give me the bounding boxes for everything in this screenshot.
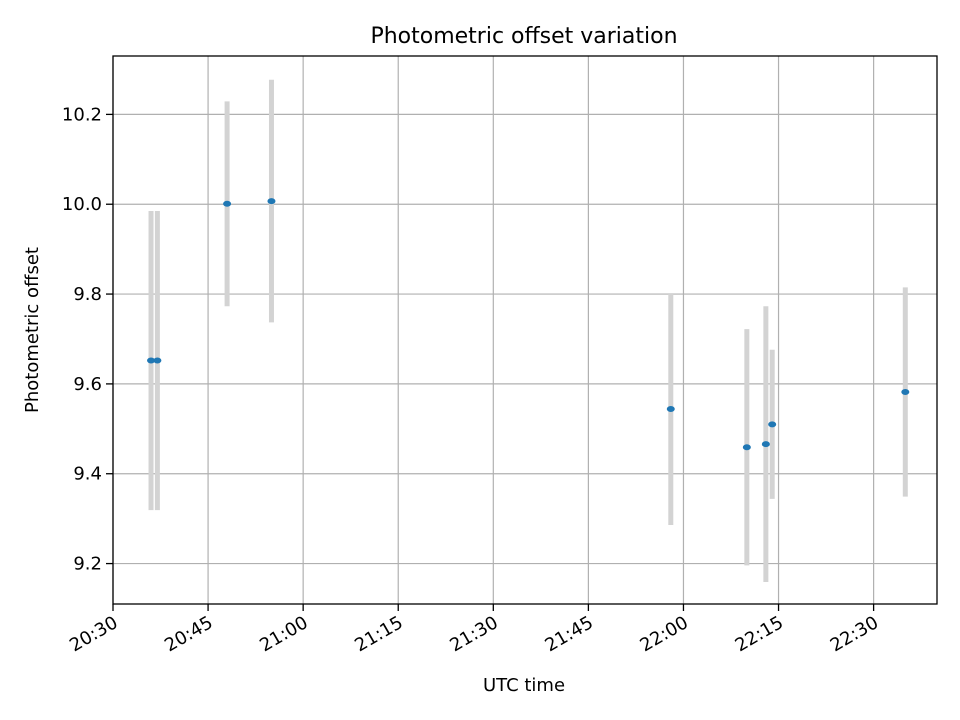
data-points bbox=[147, 198, 910, 451]
data-point bbox=[742, 444, 751, 451]
x-tick-label: 22:30 bbox=[827, 612, 882, 656]
data-point bbox=[267, 198, 276, 205]
data-point bbox=[761, 441, 770, 448]
error-bars bbox=[148, 79, 908, 582]
x-tick-label: 20:45 bbox=[161, 612, 216, 656]
x-tick-label: 22:15 bbox=[732, 612, 787, 656]
x-tick-label: 21:45 bbox=[541, 612, 596, 656]
chart-title: Photometric offset variation bbox=[370, 24, 677, 49]
x-axis-ticks: 20:30 20:45 21:00 21:15 21:30 21:45 22:00 22:15… bbox=[66, 604, 882, 656]
x-tick-label: 21:00 bbox=[256, 612, 311, 656]
y-tick-label: 10.2 bbox=[62, 104, 102, 125]
grid-lines bbox=[112, 56, 937, 604]
data-point bbox=[147, 357, 156, 364]
x-tick-label: 21:15 bbox=[351, 612, 406, 656]
y-tick-label: 9.2 bbox=[73, 554, 102, 575]
y-axis-label: Photometric offset bbox=[22, 247, 43, 413]
y-tick-label: 9.8 bbox=[73, 284, 102, 305]
y-tick-label: 9.4 bbox=[73, 464, 102, 485]
data-point bbox=[223, 200, 232, 207]
data-point bbox=[153, 357, 162, 364]
y-axis-ticks: 9.2 9.4 9.6 9.8 10.0 10.2 bbox=[62, 104, 113, 575]
data-point bbox=[666, 406, 675, 413]
y-tick-label: 10.0 bbox=[62, 194, 102, 215]
x-tick-label: 22:00 bbox=[637, 612, 692, 656]
y-tick-label: 9.6 bbox=[73, 374, 102, 395]
plot-frame bbox=[112, 55, 938, 605]
x-axis-label: UTC time bbox=[483, 675, 565, 696]
x-tick-label: 21:30 bbox=[446, 612, 501, 656]
data-point bbox=[768, 421, 777, 428]
x-tick-label: 20:30 bbox=[66, 612, 121, 656]
data-point bbox=[901, 388, 910, 395]
